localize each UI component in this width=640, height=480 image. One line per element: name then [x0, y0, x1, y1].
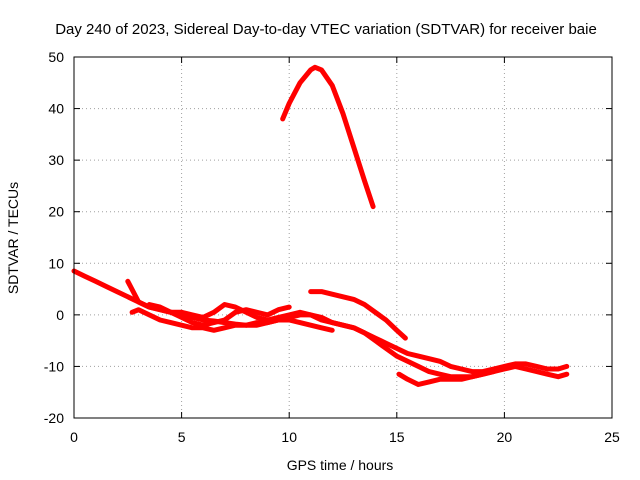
- y-tick-label: 40: [48, 101, 64, 117]
- y-tick-label: 20: [48, 204, 64, 220]
- y-tick-label: 0: [56, 307, 64, 323]
- plot-frame: [73, 56, 613, 419]
- x-tick-label: 5: [178, 429, 186, 445]
- series-satellite-track-4: [308, 289, 408, 341]
- y-tick-label: -10: [44, 358, 64, 374]
- x-axis-label: GPS time / hours: [287, 457, 394, 473]
- x-tick-label: 0: [70, 429, 78, 445]
- y-tick-label: 30: [48, 152, 64, 168]
- series-satellite-track-3: [280, 64, 376, 210]
- chart-title: Day 240 of 2023, Sidereal Day-to-day VTE…: [55, 21, 597, 38]
- y-tick-label: -20: [44, 410, 64, 426]
- y-axis-label: SDTVAR / TECUs: [5, 182, 21, 294]
- x-tick-label: 10: [281, 429, 297, 445]
- x-tick-label: 20: [497, 429, 513, 445]
- series-layer: [71, 64, 570, 387]
- x-tick-label: 25: [604, 429, 620, 445]
- series-satellite-track-5: [129, 307, 335, 333]
- series-satellite-track-7: [146, 302, 292, 328]
- y-tick-label: 10: [48, 255, 64, 271]
- y-tick-label: 50: [48, 49, 64, 65]
- x-tick-label: 15: [389, 429, 405, 445]
- series-satellite-track-6: [396, 369, 497, 387]
- axis-ticks: 0 5 10 15 20 25 -20 -10 0 10 20 30 40 50: [44, 49, 620, 445]
